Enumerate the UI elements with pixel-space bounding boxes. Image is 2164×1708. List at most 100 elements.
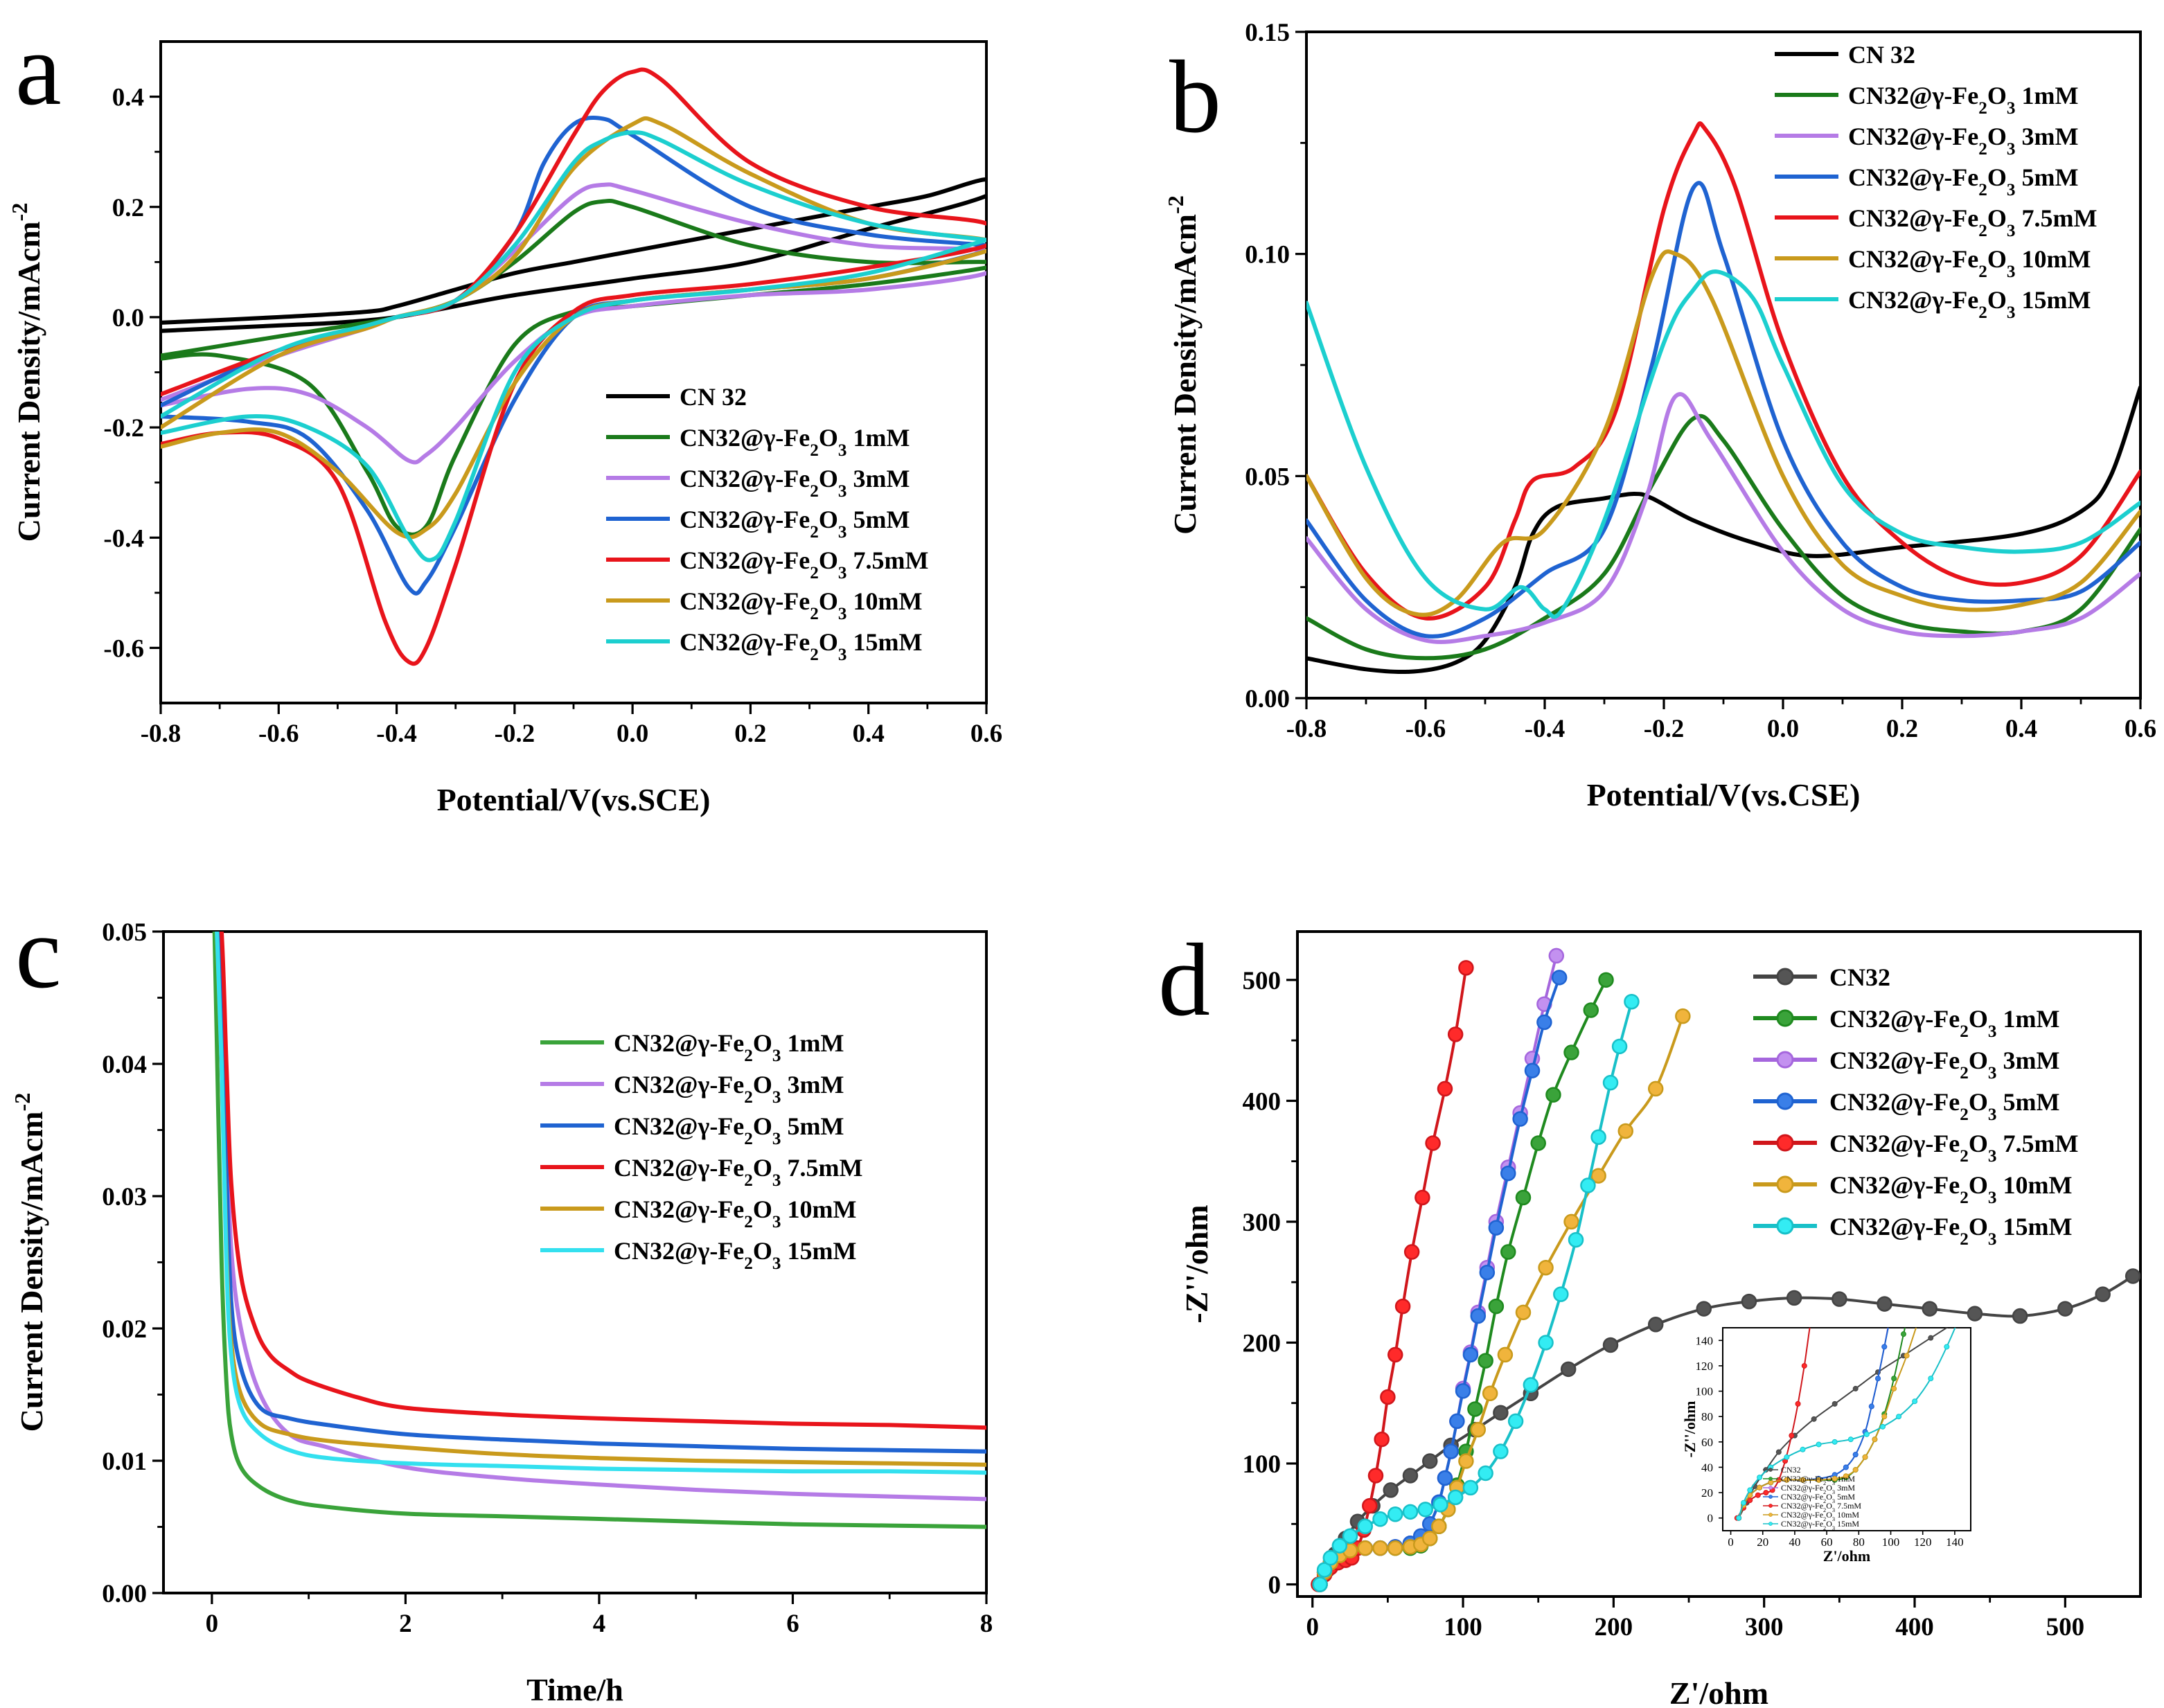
- data-point: [1500, 1165, 1516, 1182]
- series-group: [212, 932, 986, 1529]
- x-axis-title: Time/h: [526, 1672, 623, 1707]
- inset-data-point: [1962, 964, 1967, 969]
- x-tick-label: 0.6: [970, 720, 1002, 748]
- series-group: [1306, 121, 2140, 675]
- panel-letter: a: [15, 12, 62, 127]
- y-tick-label: 140: [1696, 1334, 1714, 1347]
- panel-c: 0 2 4 6 8 0.00 0.01 0.02 0.03 0.04 0.05 Time/h Curre…: [10, 895, 993, 1707]
- data-point: [1467, 1401, 1483, 1417]
- inset-data-point: [1928, 1335, 1934, 1341]
- inset-data-point: [1843, 1473, 1849, 1479]
- y-tick-label: 0.05: [1245, 463, 1290, 491]
- inset-x-axis-title: Z'/ohm: [1823, 1547, 1870, 1565]
- inset-data-point: [1960, 1315, 1965, 1320]
- y-tick-label: 300: [1243, 1209, 1281, 1237]
- inset-legend-marker: [1768, 1513, 1773, 1517]
- y-tick-label: 120: [1696, 1360, 1714, 1373]
- inset-data-point: [1928, 1376, 1934, 1382]
- data-point: [1478, 1465, 1493, 1482]
- legend-label: CN32@γ-Fe2O3 3mM: [680, 465, 910, 501]
- data-point: [1602, 1074, 1619, 1091]
- inset-data-point: [1881, 1344, 1888, 1350]
- inset-data-point: [1900, 1331, 1906, 1337]
- data-point: [1538, 1259, 1554, 1276]
- y-tick-label: 0.00: [1245, 685, 1290, 713]
- data-point: [1470, 1421, 1487, 1438]
- inset-data-point: [1975, 907, 1980, 911]
- x-tick-label: 140: [1946, 1536, 1964, 1549]
- panel-d: 0 100 200 300 400 5000100200300400500Z'/ohm-Z…: [1158, 905, 2142, 1708]
- data-point: [1357, 1518, 1374, 1535]
- data-point: [1922, 1301, 1937, 1317]
- data-point: [2095, 1286, 2111, 1302]
- x-tick-label: 100: [1882, 1536, 1900, 1549]
- inset-legend-marker: [1768, 1504, 1773, 1508]
- inset-data-point: [1825, 1224, 1829, 1229]
- data-point: [1611, 1038, 1628, 1055]
- data-point: [1433, 1497, 1448, 1513]
- inset-data-point: [1801, 1362, 1807, 1369]
- inset-y-axis-title: -Z''/ohm: [1681, 1401, 1699, 1458]
- series-line: [1318, 1001, 1633, 1585]
- y-tick-label: -0.2: [103, 414, 144, 443]
- data-point: [2125, 1268, 2140, 1284]
- y-tick-label: 40: [1701, 1461, 1713, 1474]
- data-point: [1786, 1290, 1802, 1306]
- inset-data-point: [2045, 989, 2050, 994]
- data-point: [1488, 1220, 1505, 1236]
- legend-label: CN32@γ-Fe2O3 5mM: [614, 1112, 844, 1148]
- y-tick-label: 0.04: [102, 1051, 147, 1079]
- data-point: [1515, 1304, 1532, 1321]
- series-line: [1318, 955, 1558, 1585]
- y-axis-title: -Z''/ohm: [1179, 1204, 1214, 1323]
- x-tick-label: 120: [1914, 1536, 1932, 1549]
- data-point: [1590, 1129, 1606, 1145]
- data-point: [1580, 1177, 1596, 1193]
- legend-label: CN32@γ-Fe2O3 3mM: [1848, 123, 2078, 159]
- data-point: [1548, 948, 1565, 964]
- data-point: [1447, 1026, 1464, 1042]
- inset-data-point: [1869, 995, 1874, 1000]
- data-point: [1372, 1540, 1388, 1556]
- data-point: [1590, 1168, 1606, 1184]
- x-tick-label: 500: [2046, 1613, 2085, 1642]
- inset-data-point: [1784, 1477, 1790, 1483]
- series-group: [161, 67, 986, 666]
- inset-data-point: [2068, 905, 2073, 909]
- data-point: [1696, 1301, 1712, 1317]
- x-tick-label: 0: [1728, 1536, 1734, 1549]
- panel-letter: b: [1169, 39, 1221, 154]
- x-tick-label: 400: [1895, 1613, 1934, 1642]
- series-line: [216, 932, 986, 1502]
- y-tick-label: 0.10: [1245, 241, 1290, 269]
- series-line: [212, 932, 986, 1529]
- data-point: [1602, 1337, 1619, 1353]
- data-point: [1536, 1014, 1552, 1031]
- legend-label: CN32@γ-Fe2O3 1mM: [1848, 82, 2078, 118]
- series-line: [1306, 181, 2140, 639]
- inset-data-point: [1976, 1262, 1981, 1267]
- x-tick-label: 40: [1789, 1536, 1800, 1549]
- inset-legend-label: CN32: [1781, 1465, 1801, 1475]
- inset-data-point: [1852, 1452, 1859, 1458]
- data-point: [1437, 1470, 1453, 1486]
- x-tick-label: 0.2: [734, 720, 766, 748]
- inset-data-point: [1891, 1385, 1897, 1391]
- x-tick-label: 300: [1745, 1613, 1784, 1642]
- inset-data-point: [1960, 1306, 1965, 1311]
- x-tick-label: 0.4: [853, 720, 885, 748]
- data-point: [1387, 1506, 1403, 1522]
- x-tick-label: -0.2: [495, 720, 535, 748]
- panel-b: -0.8 -0.6 -0.4 -0.2 0.0 0.2 0.4 0.6 0.00 0.05 0.10…: [1163, 19, 2156, 812]
- inset-data-point: [1936, 1078, 1941, 1083]
- series-line: [215, 932, 986, 1475]
- x-tick-label: 60: [1821, 1536, 1833, 1549]
- inset-legend-marker: [1768, 1477, 1773, 1481]
- data-point: [1507, 1413, 1524, 1430]
- data-point: [1316, 1562, 1333, 1578]
- data-point: [1877, 1296, 1892, 1312]
- x-tick-label: 8: [980, 1610, 993, 1638]
- y-tick-label: 200: [1243, 1329, 1281, 1358]
- inset-data-point: [1809, 1319, 1813, 1324]
